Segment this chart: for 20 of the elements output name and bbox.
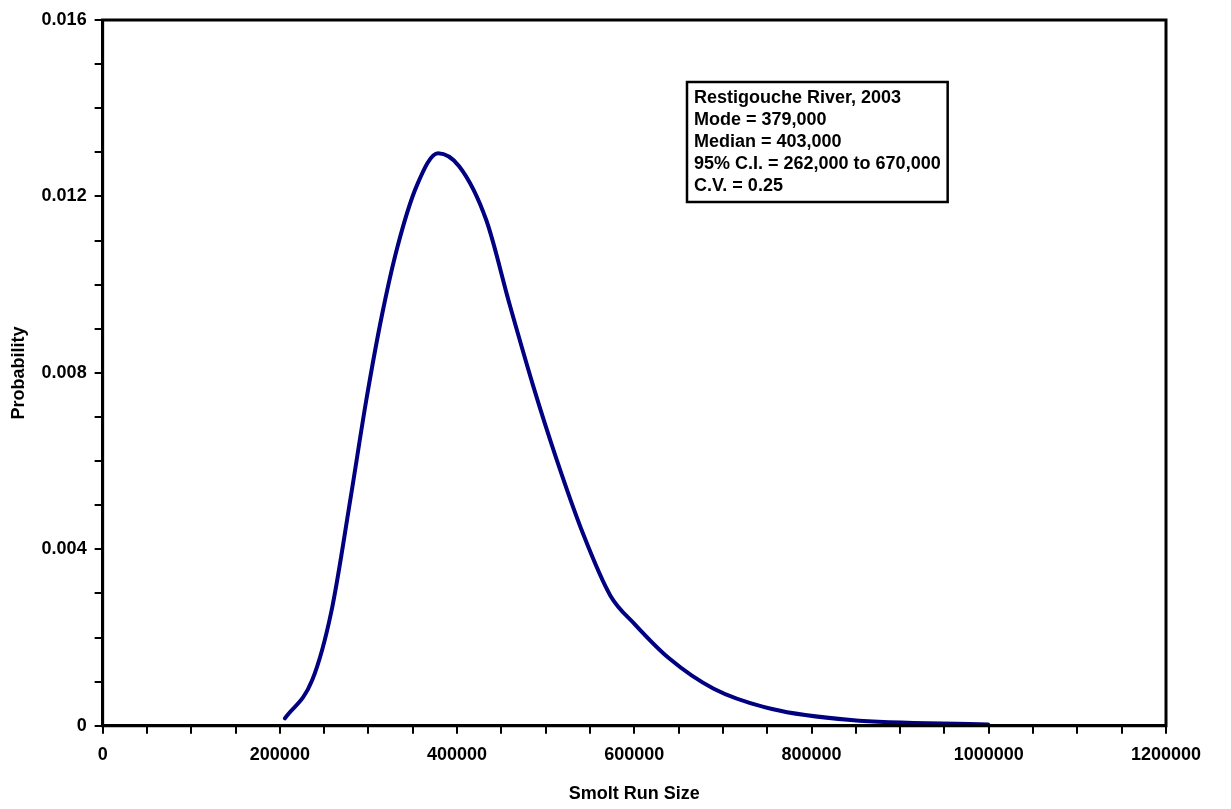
y-tick-label: 0.004 bbox=[41, 538, 87, 559]
x-axis-title: Smolt Run Size bbox=[568, 783, 700, 804]
annotation: C.V. = 0.25 bbox=[694, 174, 783, 195]
y-axis-title: Probability bbox=[7, 326, 28, 420]
x-tick-label: 400000 bbox=[427, 743, 488, 764]
annotation: Median = 403,000 bbox=[694, 130, 842, 151]
x-tick-label: 0 bbox=[97, 743, 108, 764]
x-tick-label: 600000 bbox=[604, 743, 665, 764]
y-tick-label: 0.012 bbox=[41, 185, 87, 206]
annotation: 95% C.I. = 262,000 to 670,000 bbox=[694, 152, 941, 173]
annotation: Mode = 379,000 bbox=[694, 108, 827, 129]
y-tick-label: 0 bbox=[76, 714, 87, 735]
x-tick-label: 1000000 bbox=[953, 743, 1024, 764]
line-series bbox=[282, 151, 991, 726]
x-tick-label: 1200000 bbox=[1130, 743, 1202, 764]
x-tick-label: 200000 bbox=[249, 743, 310, 764]
x-tick-label: 800000 bbox=[781, 743, 842, 764]
y-tick-label: 0.016 bbox=[41, 8, 87, 29]
annotation: Restigouche River, 2003 bbox=[694, 86, 902, 107]
y-tick-label: 0.008 bbox=[41, 361, 87, 382]
